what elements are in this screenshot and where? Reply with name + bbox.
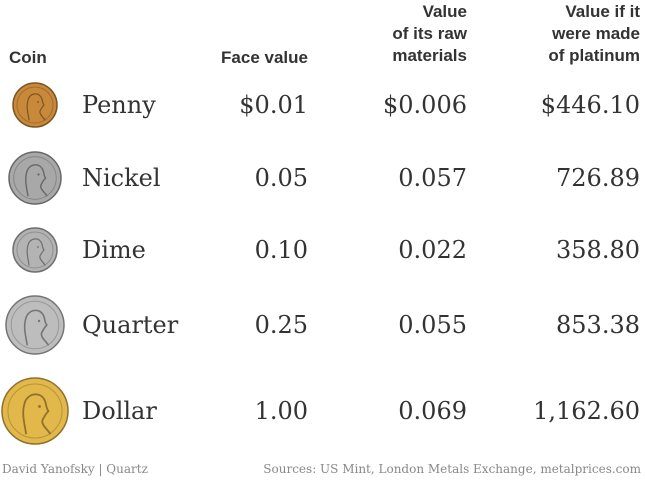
- header-raw-materials: Value of its raw materials: [337, 1, 467, 67]
- platinum-value-cell: 726.89: [556, 164, 640, 192]
- platinum-value-cell: 853.38: [556, 311, 640, 339]
- raw-materials-cell: $0.006: [383, 91, 467, 119]
- sources-text: Sources: US Mint, London Metals Exchange…: [263, 462, 641, 476]
- table-row: Penny $0.01 $0.006 $446.10: [0, 82, 645, 128]
- table-row: Dollar 1.00 0.069 1,162.60: [0, 377, 645, 445]
- dollar-coin-icon: [1, 377, 69, 445]
- coin-name-cell: Nickel: [82, 164, 161, 192]
- face-value-cell: $0.01: [239, 91, 308, 119]
- header-coin: Coin: [9, 47, 47, 69]
- coin-name-cell: Dime: [82, 236, 146, 264]
- raw-materials-cell: 0.022: [398, 236, 467, 264]
- header-plat-line-3: of platinum: [548, 46, 640, 65]
- header-coin-line: Coin: [9, 48, 47, 67]
- raw-materials-cell: 0.057: [398, 164, 467, 192]
- credit-text: David Yanofsky | Quartz: [2, 462, 148, 476]
- dime-coin-icon: [12, 227, 58, 273]
- raw-materials-cell: 0.055: [398, 311, 467, 339]
- coin-name-cell: Quarter: [82, 311, 179, 339]
- table-row: Quarter 0.25 0.055 853.38: [0, 295, 645, 355]
- header-raw-line-1: Value: [422, 2, 467, 21]
- header-plat-line-1: Value if it: [565, 2, 640, 21]
- platinum-value-cell: $446.10: [540, 91, 640, 119]
- platinum-value-cell: 358.80: [556, 236, 640, 264]
- header-face-line: Face value: [221, 48, 308, 67]
- coin-name-cell: Dollar: [82, 397, 157, 425]
- face-value-cell: 1.00: [254, 397, 308, 425]
- table-row: Nickel 0.05 0.057 726.89: [0, 151, 645, 205]
- face-value-cell: 0.25: [254, 311, 308, 339]
- header-plat-line-2: were made: [552, 24, 640, 43]
- face-value-cell: 0.10: [254, 236, 308, 264]
- coin-name-cell: Penny: [82, 91, 156, 119]
- nickel-coin-icon: [8, 151, 62, 205]
- penny-coin-icon: [12, 82, 58, 128]
- header-raw-line-2: of its raw: [392, 24, 467, 43]
- header-raw-line-3: materials: [392, 46, 467, 65]
- table-row: Dime 0.10 0.022 358.80: [0, 227, 645, 273]
- header-face-value: Face value: [221, 47, 308, 69]
- raw-materials-cell: 0.069: [398, 397, 467, 425]
- quarter-coin-icon: [5, 295, 65, 355]
- header-platinum: Value if it were made of platinum: [500, 1, 640, 67]
- face-value-cell: 0.05: [254, 164, 308, 192]
- platinum-value-cell: 1,162.60: [533, 397, 640, 425]
